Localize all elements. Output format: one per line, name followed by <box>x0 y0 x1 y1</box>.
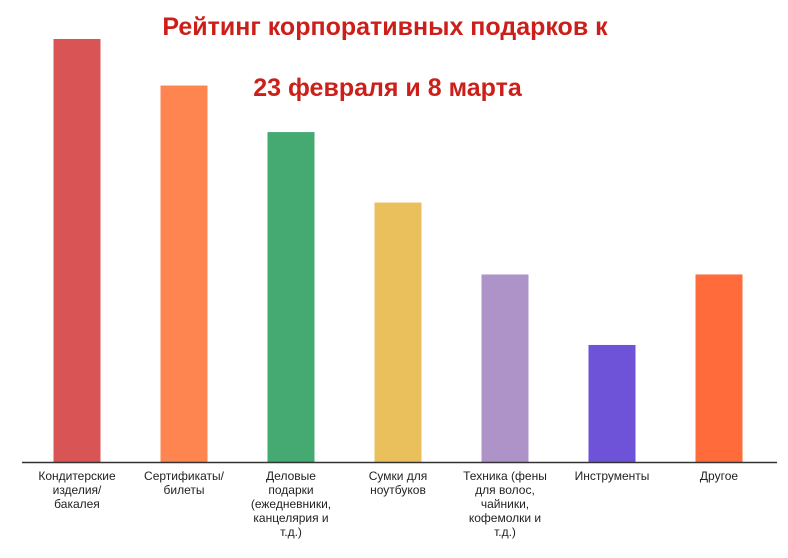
category-label-7: Другое <box>700 469 738 483</box>
bar-3 <box>267 132 315 462</box>
bar-7 <box>695 274 743 462</box>
category-label-4: Сумки для ноутбуков <box>369 469 428 497</box>
bar-5 <box>481 274 529 462</box>
bar-2 <box>160 85 208 462</box>
category-label-1: Кондитерские изделия/бакалея <box>38 469 116 511</box>
category-label-2: Сертификаты/билеты <box>144 469 225 497</box>
bar-6 <box>588 344 636 462</box>
chart-title-line-2: 23 февраля и 8 марта <box>253 74 522 102</box>
bar-1 <box>53 39 101 462</box>
bar-4 <box>374 202 422 462</box>
category-label-5: Техника (фены для волос, чайники, кофемолки… <box>463 469 547 539</box>
category-labels-group: Кондитерские изделия/бакалея Сертификаты/б… <box>38 469 738 539</box>
bars-group <box>53 39 743 462</box>
category-label-6: Инструменты <box>575 469 650 483</box>
chart-title-line-1: Рейтинг корпоративных подарков к <box>162 13 608 41</box>
